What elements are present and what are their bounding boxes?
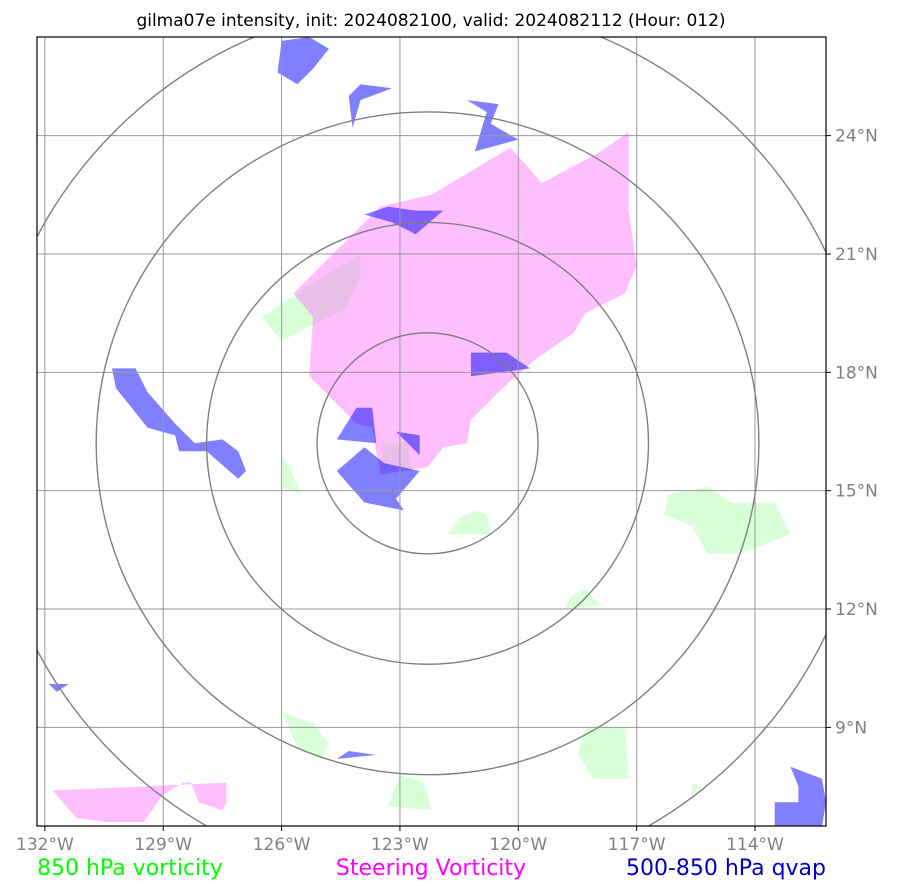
gridlines bbox=[37, 37, 826, 826]
500-850-hpa-qvap-region-11 bbox=[336, 751, 377, 759]
500-850-hpa-qvap-region-12 bbox=[774, 766, 826, 826]
y-tick-18-n: 18°N bbox=[835, 363, 878, 383]
x-tick-114-w: 114°W bbox=[726, 835, 784, 855]
y-tick-15-n: 15°N bbox=[835, 482, 878, 502]
data-layers bbox=[48, 37, 826, 826]
500-850-hpa-qvap-region-10 bbox=[48, 684, 69, 692]
500-850-hpa-qvap-region-1 bbox=[277, 37, 329, 85]
850-hpa-vorticity-region-4 bbox=[447, 510, 491, 535]
500-850-hpa-qvap-region-6 bbox=[336, 407, 377, 444]
range-ring-2 bbox=[205, 221, 650, 665]
850-hpa-vorticity-region-2 bbox=[281, 455, 302, 495]
layer-850-hpa-vorticity bbox=[261, 254, 791, 811]
500-850-hpa-qvap-region-8 bbox=[336, 447, 420, 511]
y-tick-labels: 24°N 21°N 18°N 15°N 12°N 9°N bbox=[826, 127, 878, 738]
500-850-hpa-qvap-region-9 bbox=[112, 368, 247, 479]
850-hpa-vorticity-region-1 bbox=[261, 254, 361, 341]
layer-500-850-hpa-qvap bbox=[48, 37, 826, 826]
850-hpa-vorticity-region-7 bbox=[281, 711, 329, 759]
500-850-hpa-qvap-region-3 bbox=[364, 206, 444, 235]
500-850-hpa-qvap-region-4 bbox=[467, 100, 519, 152]
850-hpa-vorticity-region-5 bbox=[664, 486, 791, 554]
range-ring-3 bbox=[95, 111, 760, 776]
y-tick-12-n: 12°N bbox=[835, 600, 878, 620]
850-hpa-vorticity-region-9 bbox=[577, 727, 629, 779]
x-tick-labels: 132°W 129°W 126°W 123°W 120°W 117°W 114°W bbox=[16, 826, 784, 855]
legend-qvap: 500-850 hPa qvap bbox=[626, 856, 826, 881]
x-tick-132-w: 132°W bbox=[16, 835, 74, 855]
range-rings bbox=[37, 37, 826, 826]
chart-title: gilma07e intensity, init: 2024082100, va… bbox=[136, 11, 725, 31]
legend-steering-vorticity: Steering Vorticity bbox=[336, 856, 526, 881]
map-frame bbox=[36, 36, 827, 827]
500-850-hpa-qvap-region-2 bbox=[348, 84, 392, 128]
x-tick-123-w: 123°W bbox=[371, 835, 429, 855]
y-tick-24-n: 24°N bbox=[835, 127, 878, 147]
range-ring-1 bbox=[316, 332, 539, 555]
x-tick-120-w: 120°W bbox=[489, 835, 547, 855]
500-850-hpa-qvap-region-7 bbox=[396, 431, 420, 456]
850-hpa-vorticity-region-8 bbox=[388, 774, 432, 811]
legend-850-vorticity: 850 hPa vorticity bbox=[37, 856, 223, 881]
steering-vorticity-region-2 bbox=[52, 782, 227, 823]
850-hpa-vorticity-region-10 bbox=[691, 782, 700, 795]
x-tick-129-w: 129°W bbox=[134, 835, 192, 855]
y-tick-9-n: 9°N bbox=[835, 718, 867, 738]
x-tick-117-w: 117°W bbox=[608, 835, 666, 855]
y-tick-21-n: 21°N bbox=[835, 245, 878, 265]
x-tick-126-w: 126°W bbox=[253, 835, 311, 855]
500-850-hpa-qvap-region-5 bbox=[470, 352, 531, 377]
